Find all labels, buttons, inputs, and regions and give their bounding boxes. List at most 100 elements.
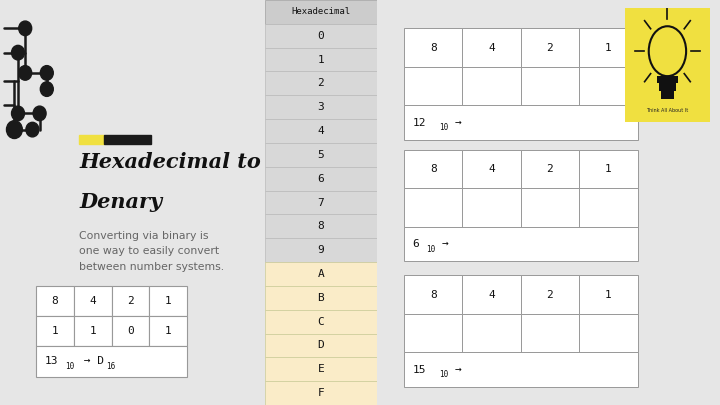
Bar (404, 150, 462, 188)
Text: Think All About It: Think All About It (647, 108, 688, 113)
Bar (521, 314, 579, 352)
Bar (265, 214, 377, 238)
Circle shape (40, 82, 53, 96)
Circle shape (26, 122, 39, 137)
Text: A: A (318, 269, 324, 279)
Bar (659, 83, 676, 91)
Text: D: D (318, 341, 324, 350)
Bar (79, 135, 104, 144)
Text: 1: 1 (605, 290, 612, 300)
Bar (404, 352, 638, 387)
Text: 1: 1 (165, 296, 171, 306)
Text: → D: → D (78, 356, 104, 367)
Text: 8: 8 (430, 43, 436, 53)
Text: 1: 1 (52, 326, 58, 336)
Bar (36, 286, 74, 316)
Text: 2: 2 (546, 43, 554, 53)
Text: F: F (318, 388, 324, 398)
Bar (112, 286, 150, 316)
Text: 10: 10 (438, 370, 448, 379)
Circle shape (19, 21, 32, 36)
Bar (579, 188, 638, 227)
Text: 1: 1 (605, 164, 612, 174)
Text: 7: 7 (318, 198, 324, 207)
Bar (462, 314, 521, 352)
Bar (404, 188, 462, 227)
Bar (657, 76, 678, 83)
Text: 5: 5 (318, 150, 324, 160)
Text: 0: 0 (318, 31, 324, 41)
Bar (579, 28, 638, 67)
Bar (36, 346, 187, 377)
Bar (404, 275, 462, 314)
Text: 10: 10 (426, 245, 435, 254)
Text: E: E (318, 364, 324, 374)
Text: Hexadecimal to: Hexadecimal to (79, 152, 261, 172)
Bar (462, 188, 521, 227)
Text: 2: 2 (546, 164, 554, 174)
Text: 2: 2 (127, 296, 134, 306)
Bar (265, 48, 377, 71)
Bar (404, 314, 462, 352)
Circle shape (12, 45, 24, 60)
Bar (36, 316, 74, 346)
Bar (265, 286, 377, 310)
Circle shape (12, 106, 24, 121)
Bar (265, 262, 377, 286)
Text: Hexadecimal: Hexadecimal (291, 7, 351, 17)
Bar (265, 191, 377, 214)
Text: B: B (318, 293, 324, 303)
Bar (404, 67, 462, 105)
Circle shape (40, 66, 53, 80)
Bar (265, 95, 377, 119)
Text: C: C (318, 317, 324, 326)
Text: 0: 0 (127, 326, 134, 336)
Text: 16: 16 (107, 362, 115, 371)
Bar (661, 91, 674, 99)
Text: 4: 4 (488, 43, 495, 53)
Bar (150, 286, 187, 316)
Bar (265, 143, 377, 167)
Text: 1: 1 (165, 326, 171, 336)
Text: 8: 8 (52, 296, 58, 306)
Bar (462, 275, 521, 314)
Circle shape (33, 106, 46, 121)
Text: 4: 4 (318, 126, 324, 136)
Bar (521, 28, 579, 67)
FancyBboxPatch shape (619, 0, 716, 130)
Text: →: → (441, 239, 448, 249)
Bar (265, 119, 377, 143)
Text: 9: 9 (318, 245, 324, 255)
Bar (265, 357, 377, 381)
Bar (265, 310, 377, 334)
Text: 4: 4 (488, 290, 495, 300)
Text: Converting via binary is
one way to easily convert
between number systems.: Converting via binary is one way to easi… (79, 231, 225, 272)
Text: 1: 1 (89, 326, 96, 336)
Text: 3: 3 (318, 102, 324, 112)
Bar (579, 275, 638, 314)
Text: 2: 2 (546, 290, 554, 300)
Bar (404, 227, 638, 261)
Text: 8: 8 (430, 164, 436, 174)
Text: 10: 10 (438, 123, 448, 132)
Text: 4: 4 (89, 296, 96, 306)
Text: →: → (454, 364, 461, 375)
Bar (265, 24, 377, 48)
Bar (462, 150, 521, 188)
Bar (404, 28, 462, 67)
Bar (579, 314, 638, 352)
Bar (74, 316, 112, 346)
Text: 1: 1 (318, 55, 324, 64)
Bar (265, 381, 377, 405)
Text: 8: 8 (318, 221, 324, 231)
Bar (462, 28, 521, 67)
Circle shape (6, 121, 22, 139)
Bar (74, 286, 112, 316)
Text: 12: 12 (413, 117, 426, 128)
Text: 4: 4 (488, 164, 495, 174)
Text: 2: 2 (318, 79, 324, 88)
Bar (150, 316, 187, 346)
Text: 8: 8 (430, 290, 436, 300)
Text: →: → (454, 117, 461, 128)
Bar (265, 334, 377, 357)
